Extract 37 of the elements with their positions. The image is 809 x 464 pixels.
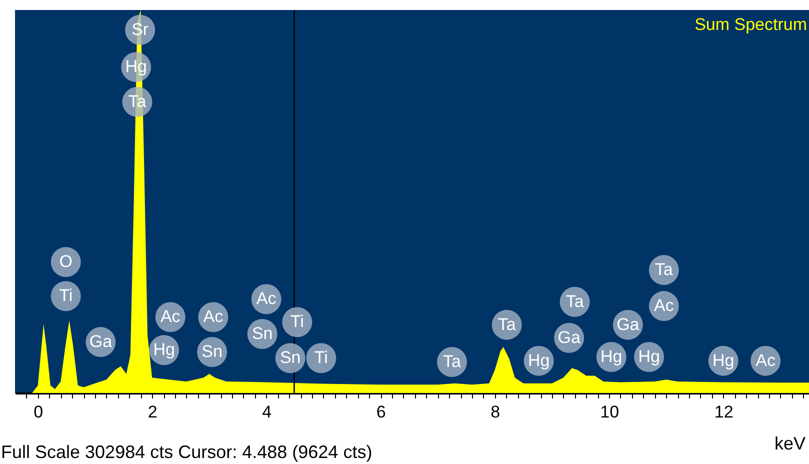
annotation: Sn (280, 348, 301, 368)
x-axis-title: keV (774, 434, 806, 454)
x-tick-label: 10 (600, 402, 620, 422)
x-tick-label: 8 (490, 402, 500, 422)
x-tick-label: 4 (262, 402, 272, 422)
annotation: Ac (160, 307, 181, 326)
annotation: Ga (616, 314, 640, 334)
annotation: Ac (256, 289, 277, 308)
annotation: Sn (202, 342, 222, 362)
annotation: Hg (125, 57, 147, 76)
annotation: Ta (566, 292, 584, 311)
annotation: Ti (290, 312, 304, 332)
annotation: Ac (203, 307, 224, 326)
annotation: Ta (443, 352, 462, 371)
annotation: Hg (600, 347, 622, 366)
annotation: Ac (654, 296, 674, 316)
annotation: Ta (654, 260, 674, 280)
annotation: Ti (59, 286, 73, 306)
annotation: Hg (638, 347, 660, 366)
annotation: Sr (132, 20, 149, 39)
annotation: O (59, 252, 72, 272)
annotation: Ti (314, 348, 328, 368)
x-tick-label: 12 (714, 402, 734, 422)
x-tick-label: 2 (148, 402, 158, 422)
annotation: Ga (558, 328, 581, 347)
annotation: Hg (153, 340, 175, 360)
x-tick-label: 6 (376, 402, 386, 422)
text: Full Scale 302984 cts Cursor: 4.488 (9624 cts) (1, 442, 372, 462)
chart-title: Sum Spectrum (694, 15, 807, 34)
annotation: Sn (252, 324, 273, 344)
x-tick-label: 0 (34, 402, 44, 422)
annotation: Ga (89, 332, 113, 352)
annotation: Ta (128, 92, 147, 111)
annotation: Hg (528, 350, 550, 370)
annotation: Ta (498, 314, 516, 334)
annotation: Hg (712, 350, 734, 370)
annotation: Ac (756, 350, 776, 370)
